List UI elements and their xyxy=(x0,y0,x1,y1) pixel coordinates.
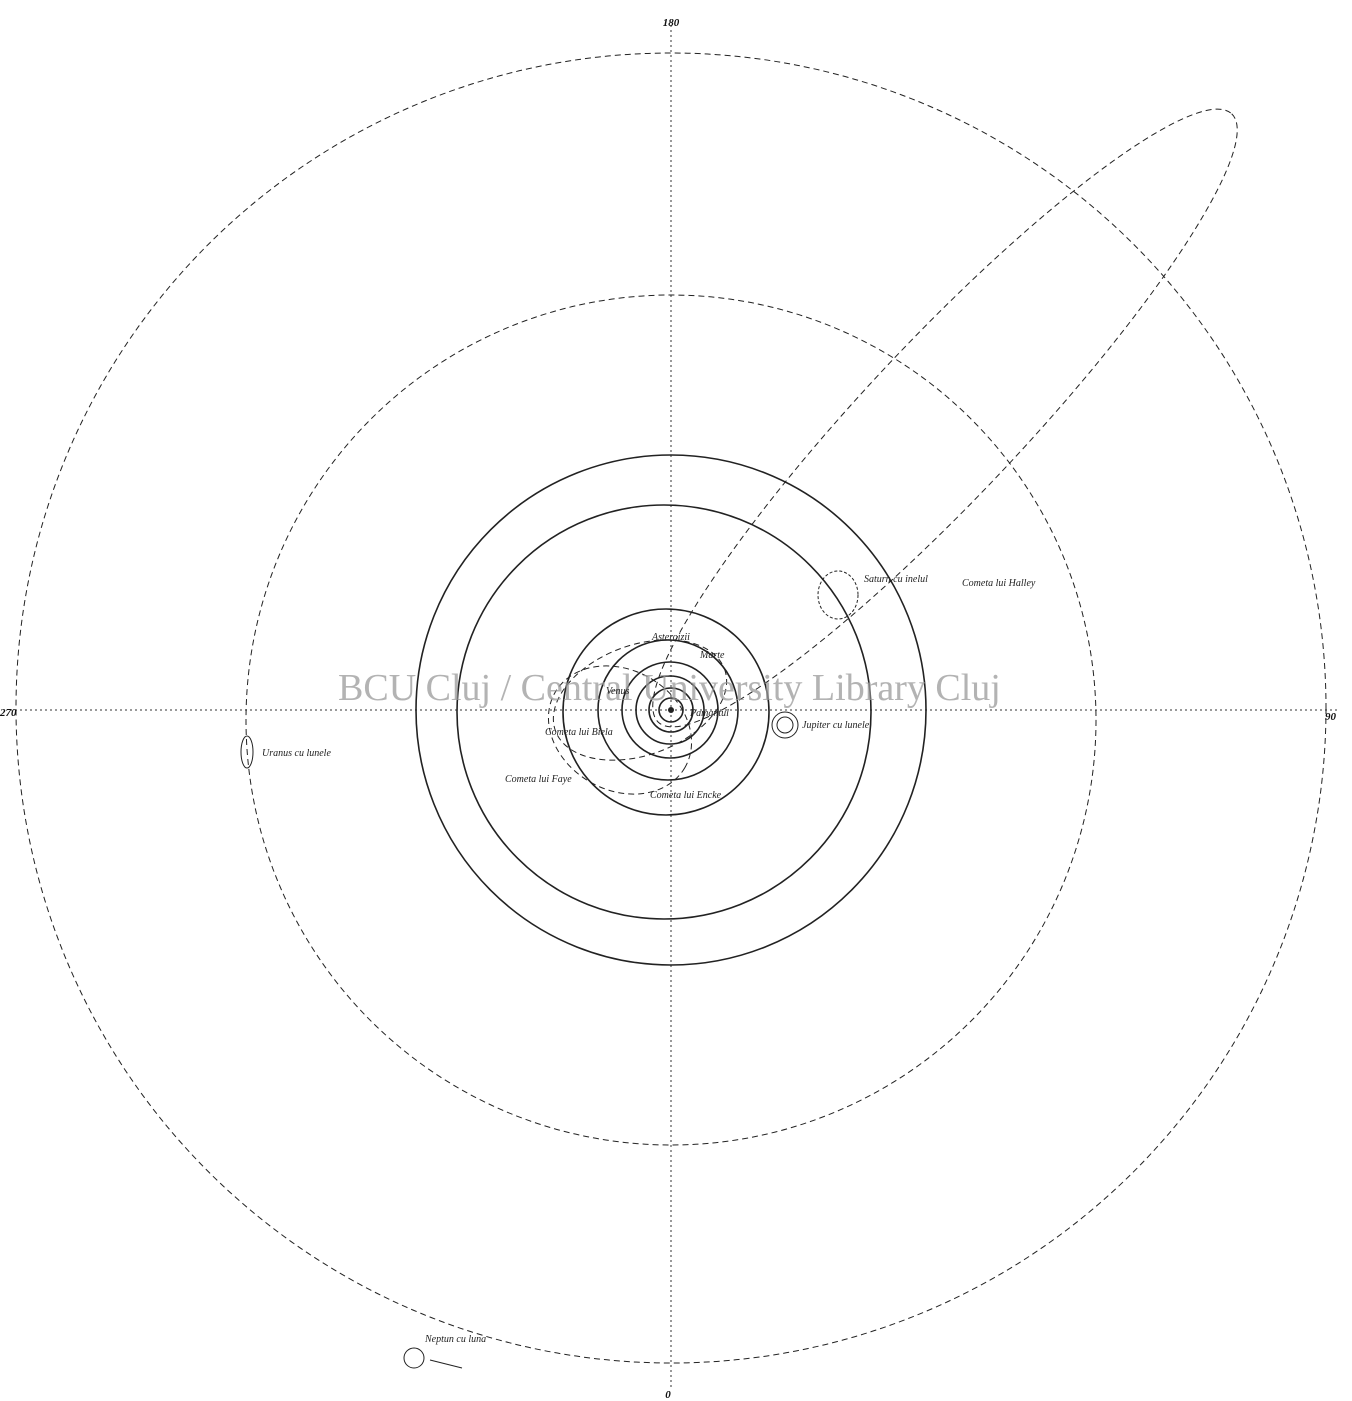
halley-orbit xyxy=(652,108,1238,728)
body-label: Saturn cu inelul xyxy=(864,574,928,585)
body-label: Cometa lui Biela xyxy=(545,727,613,738)
uranus-orbit xyxy=(245,294,1097,1146)
saturn-orbit xyxy=(415,454,927,966)
uranus-planet xyxy=(240,735,254,769)
jupiter-planet xyxy=(776,716,794,734)
body-label: Marte xyxy=(699,650,725,661)
jupiter-orbit xyxy=(456,504,872,920)
body-label: Jupiter cu lunele xyxy=(802,720,870,731)
body-label: Cometa lui Encke xyxy=(650,790,722,801)
body-label: Asteroizii xyxy=(651,632,690,643)
angle-label: 90 xyxy=(1325,711,1337,723)
angle-label: 270 xyxy=(0,707,17,719)
neptune-orbit xyxy=(15,52,1327,1364)
neptune-planet xyxy=(403,1347,425,1369)
body-label: Venus xyxy=(606,686,629,697)
body-label: Cometa lui Halley xyxy=(962,578,1036,589)
body-label: Uranus cu lunele xyxy=(262,748,331,759)
angle-label: 0 xyxy=(665,1389,671,1401)
saturn-planet xyxy=(817,570,859,620)
body-label: Pamantul xyxy=(689,708,729,719)
watermark: BCU Cluj / Central University Library Cl… xyxy=(338,667,1001,709)
mercury-orbit xyxy=(648,687,694,733)
comet-orbit xyxy=(547,665,693,795)
sun xyxy=(668,707,674,713)
earth-orbit xyxy=(621,661,719,759)
comet-orbit xyxy=(552,639,728,761)
venus-orbit xyxy=(635,675,705,745)
body-label: Cometa lui Faye xyxy=(505,774,572,785)
neptune-arrow xyxy=(429,1359,463,1369)
body-label: Neptun cu luna xyxy=(424,1334,486,1345)
jupiter-planet xyxy=(771,711,799,739)
angle-label: 180 xyxy=(663,17,680,29)
asteroid-orbit xyxy=(562,608,770,816)
